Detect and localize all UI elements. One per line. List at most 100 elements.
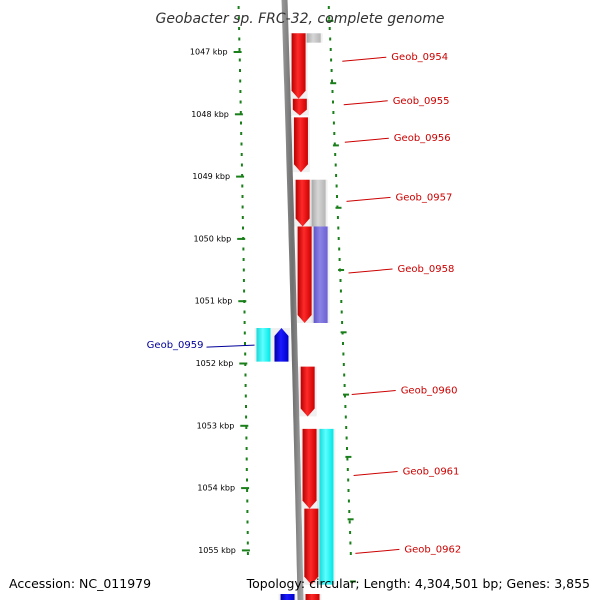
ruler-dot-right [328, 27, 331, 30]
ruler-dot-left [246, 478, 248, 482]
ruler-dot-right [348, 510, 351, 513]
ruler-dot-right [347, 499, 350, 503]
ruler-dot-left [245, 405, 247, 408]
ruler-dot-right [327, 6, 330, 9]
ruler-dot-right [330, 58, 333, 62]
ruler-minor-tick [343, 393, 349, 396]
ruler-dot-left [246, 552, 249, 555]
feature-block [311, 179, 326, 227]
ruler-dot-left [245, 436, 248, 440]
ruler-dot-left [246, 499, 249, 503]
gene-label[interactable]: Geob_0958 [398, 264, 455, 275]
ruler-dot-right [331, 90, 334, 93]
ruler-dot-right [332, 111, 335, 114]
ruler-dot-right [343, 373, 346, 377]
ruler-dot-left [241, 174, 244, 177]
ruler-major-tick [236, 175, 245, 178]
ruler-dot-right [336, 195, 338, 198]
gene-geob-0960[interactable] [300, 366, 315, 417]
gene-geob-0962[interactable] [304, 508, 319, 585]
feature-block [319, 428, 334, 585]
ruler-dot-right [338, 258, 341, 261]
ruler-dot-right [349, 531, 352, 534]
ruler-major-tick [239, 362, 248, 365]
gene-geob-0961[interactable] [302, 428, 317, 509]
ruler-dot-left [244, 342, 246, 345]
gene-label[interactable]: Geob_0957 [396, 192, 453, 203]
gene-label[interactable]: Geob_0961 [403, 467, 460, 478]
feature-block [280, 594, 295, 600]
ruler-dot-left [238, 58, 241, 62]
ruler-dot-right [345, 436, 348, 440]
ruler-tick-label: 1049 kbp [192, 172, 230, 181]
gene-label-leader [343, 100, 388, 106]
ruler-dot-right [333, 132, 336, 135]
ruler-dot-right [342, 363, 345, 366]
topology-text: Topology: circular; Length: 4,304,501 bp… [246, 576, 590, 591]
gene-geob-0958[interactable] [297, 226, 312, 324]
ruler-dot-left [245, 468, 248, 471]
gene-geob-0954[interactable] [291, 33, 306, 99]
feature-block [305, 594, 320, 600]
ruler-dot-left [246, 489, 249, 492]
ruler-dot-right [346, 468, 349, 471]
gene-label[interactable]: Geob_0960 [401, 386, 458, 397]
gene-label[interactable]: Geob_0959 [147, 340, 204, 351]
feature-block [256, 327, 271, 362]
gene-label[interactable]: Geob_0955 [393, 96, 450, 107]
ruler-dot-right [330, 69, 333, 72]
ruler-dot-left [238, 27, 241, 30]
gene-label-leader [342, 56, 387, 62]
ruler-minor-tick [327, 19, 334, 22]
gene-label[interactable]: Geob_0962 [404, 544, 461, 555]
ruler-dot-right [349, 541, 352, 545]
ruler-dot-left [243, 289, 246, 293]
ruler-dot-right [339, 279, 342, 282]
gene-label[interactable]: Geob_0956 [394, 133, 451, 144]
gene-geob-0956[interactable] [293, 117, 308, 173]
ruler-dot-right [347, 489, 350, 492]
gene-label[interactable]: Geob_0954 [391, 52, 448, 63]
ruler-dot-left [242, 258, 245, 261]
ruler-dot-right [338, 247, 341, 251]
ruler-dot-left [244, 394, 247, 398]
ruler-dot-left [243, 331, 246, 335]
ruler-dot-right [334, 163, 337, 167]
ruler-dot-left [242, 279, 245, 282]
ruler-tick-label: 1055 kbp [198, 546, 236, 555]
ruler-dot-right [337, 226, 340, 230]
ruler-dot-right [333, 142, 336, 146]
ruler-dot-left [242, 268, 245, 272]
ruler-major-tick [233, 51, 242, 53]
ruler-minor-tick [347, 518, 354, 521]
ruler-dot-right [332, 100, 334, 104]
gene-geob-0955[interactable] [292, 98, 307, 116]
accession-text: Accession: NC_011979 [9, 576, 152, 591]
ruler-dot-left [244, 384, 247, 387]
ruler-minor-tick [335, 206, 342, 209]
gene-geob-0957[interactable] [295, 179, 310, 227]
gene-geob-0959[interactable] [274, 327, 289, 362]
gene-label-leader [346, 196, 391, 202]
ruler-dot-left [238, 48, 241, 51]
ruler-dot-right [345, 426, 348, 429]
backbone-layer [281, 0, 304, 600]
gene-label-leader [206, 344, 255, 348]
ruler-tick-label: 1048 kbp [191, 110, 229, 119]
genes-layer [256, 33, 334, 600]
ruler-minor-tick [332, 144, 339, 147]
ruler-dot-right [328, 16, 331, 20]
ruler-minor-tick [349, 580, 356, 583]
ruler-dot-right [331, 79, 333, 83]
ruler-tick-label: 1054 kbp [197, 484, 235, 493]
ruler-dot-left [241, 216, 244, 219]
ruler-dot-left [241, 184, 244, 188]
ruler-dot-left [242, 226, 244, 230]
ruler-minor-tick [330, 82, 337, 85]
ruler-dot-right [349, 552, 352, 555]
ruler-dot-left [244, 373, 247, 377]
ruler-dot-right [334, 153, 337, 156]
ruler-dot-left [241, 205, 244, 209]
ruler-dot-right [344, 415, 347, 419]
ruler-dot-left [239, 100, 242, 104]
